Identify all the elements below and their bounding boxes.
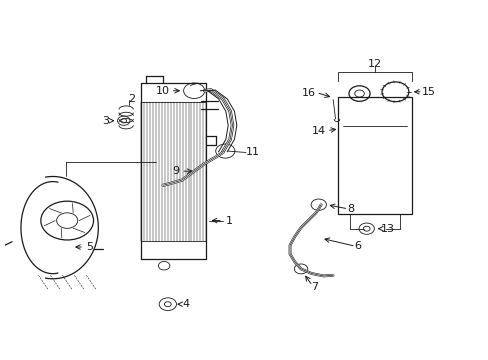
Text: 12: 12 <box>367 59 381 68</box>
Text: 13: 13 <box>380 224 394 234</box>
Text: 15: 15 <box>421 87 435 97</box>
Text: 8: 8 <box>347 204 354 214</box>
Bar <box>337 97 411 213</box>
Text: 11: 11 <box>245 148 260 157</box>
Text: 7: 7 <box>311 282 318 292</box>
Text: 16: 16 <box>301 87 315 98</box>
Text: 1: 1 <box>225 216 232 226</box>
Text: 6: 6 <box>354 241 361 251</box>
Text: 5: 5 <box>86 242 93 252</box>
Text: 10: 10 <box>156 86 170 96</box>
Text: 9: 9 <box>172 166 180 176</box>
Text: 14: 14 <box>311 126 325 136</box>
Text: 3: 3 <box>102 116 109 126</box>
Text: 2: 2 <box>128 94 135 104</box>
Text: 4: 4 <box>182 299 189 309</box>
